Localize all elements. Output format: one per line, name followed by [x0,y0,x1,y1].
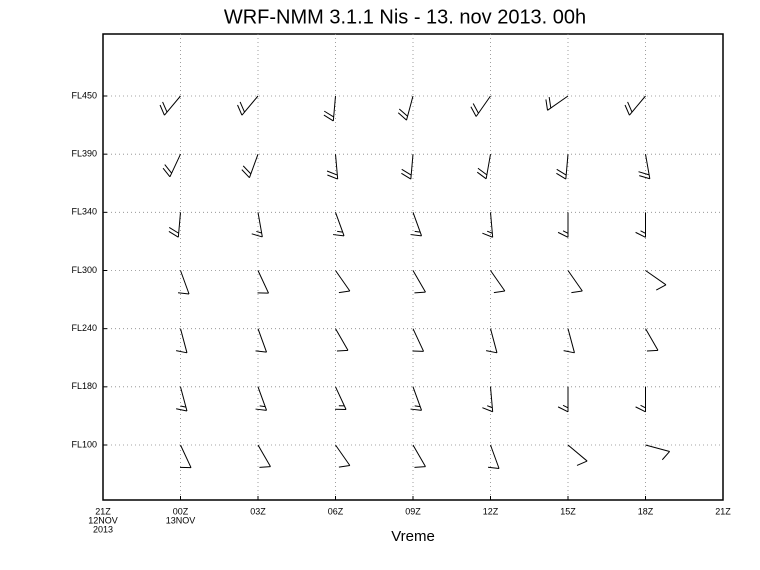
x-tick-label: 18Z [638,506,654,516]
y-tick-label: FL340 [71,207,97,217]
wind-barb [638,154,651,180]
x-tick-label: 13NOV [166,515,196,525]
wind-barb [412,328,425,352]
wind-barb [557,386,569,413]
wind-barb [176,386,188,412]
x-tick-label: 06Z [328,506,344,516]
x-tick-label: 00Z [173,506,189,516]
x-tick-label: 15Z [560,506,576,516]
wind-barb [410,386,423,411]
wind-barb [168,212,181,238]
y-tick-label: FL300 [71,265,97,275]
wind-barb [486,328,498,354]
wind-barb [557,212,569,238]
wind-barb [179,444,192,469]
wind-barb [487,444,500,469]
wind-barb [545,95,569,111]
wind-barb [162,153,181,178]
wind-barb [177,270,190,295]
wind-barb [176,328,188,354]
x-axis-label: Vreme [391,528,435,545]
wind-barb [255,386,268,411]
wind-barb [470,95,491,117]
wind-barb [334,386,347,410]
wind-barb [624,95,646,116]
wind-barb [556,154,569,180]
wind-barb [241,153,259,179]
wind-barb [645,270,667,291]
y-tick-label: FL240 [71,323,97,333]
y-tick-label: FL450 [71,90,97,100]
wind-barb [251,212,263,238]
wind-barb [335,328,349,352]
x-tick-label: 03Z [250,506,266,516]
wind-barb [476,154,491,180]
wind-barb [635,386,646,413]
wind-barb [401,154,414,180]
x-tick-label: 21Z [95,506,111,516]
wind-barb [563,328,575,354]
x-tick-label: 12NOV [88,515,118,525]
wind-barb [567,270,583,294]
wind-barb [397,95,414,121]
y-tick-label: FL180 [71,381,97,391]
y-tick-label: FL390 [71,149,97,159]
x-tick-label: 2013 [93,524,113,534]
wind-barb [255,328,268,353]
x-tick-label: 09Z [405,506,421,516]
wind-barb [482,386,494,413]
wind-barb [645,328,659,352]
wind-barb [335,444,351,468]
wind-barb [332,212,345,237]
wind-barb [159,95,181,116]
wind-barb [412,270,426,294]
wind-barb [635,212,646,238]
wind-barb [645,444,671,461]
wind-barb [567,444,588,466]
wind-barb [323,95,336,122]
wind-barb [335,270,351,294]
wind-barb [482,212,494,238]
wind-barb [326,154,339,180]
wind-barb [410,212,423,237]
wind-barb [257,444,271,468]
x-tick-label: 12Z [483,506,499,516]
wind-barb [237,95,259,116]
wind-barb [257,270,270,294]
chart-title: WRF-NMM 3.1.1 Nis - 13. nov 2013. 00h [224,6,586,28]
x-tick-label: 21Z [715,506,731,516]
wind-barb [490,270,506,294]
y-tick-label: FL100 [71,439,97,449]
wind-barb [412,444,426,468]
